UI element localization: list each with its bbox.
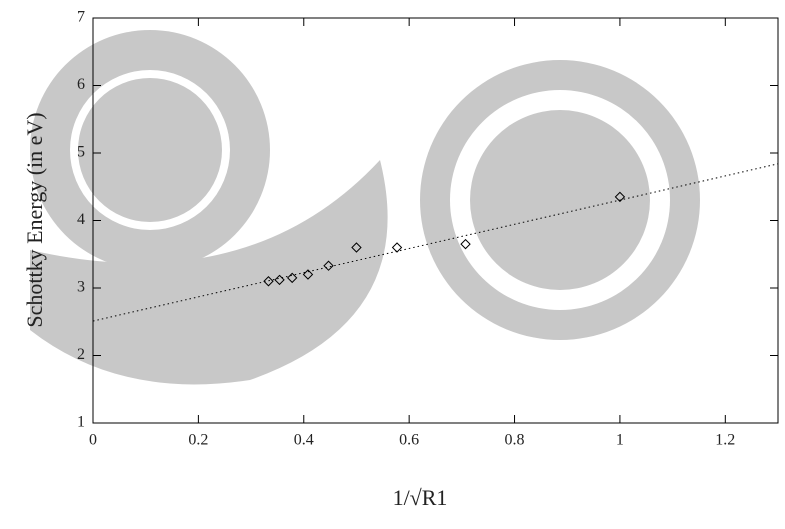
watermark-circle <box>78 78 222 222</box>
y-tick-label: 1 <box>77 414 85 431</box>
y-axis-label: Schottky Energy (in eV) <box>22 112 47 327</box>
x-tick-label: 1 <box>616 432 624 449</box>
data-point <box>614 191 626 203</box>
data-point <box>302 269 314 280</box>
x-tick-label: 1.2 <box>715 432 735 449</box>
data-point <box>286 272 298 284</box>
data-point <box>274 274 285 286</box>
data-point <box>391 242 403 253</box>
y-tick-label: 6 <box>77 76 85 93</box>
y-tick-label: 2 <box>77 346 85 363</box>
y-tick-label: 5 <box>77 144 85 161</box>
y-tick-label: 4 <box>77 211 85 228</box>
watermark <box>30 30 700 385</box>
y-tick-label: 7 <box>77 9 85 26</box>
data-point <box>351 242 362 253</box>
x-tick-label: 0.6 <box>399 432 419 449</box>
y-tick-label: 3 <box>77 279 85 296</box>
x-tick-label: 0.8 <box>505 432 525 449</box>
fit-line <box>92 163 779 322</box>
watermark-circle <box>470 110 650 290</box>
x-tick-label: 0.4 <box>294 432 314 449</box>
watermark-shape <box>30 160 388 385</box>
x-tick-label: 0.2 <box>188 432 208 449</box>
x-axis-label: 1/√R1 <box>393 485 448 510</box>
data-point <box>263 276 274 287</box>
x-tick-label: 0 <box>89 432 97 449</box>
data-point <box>460 238 471 250</box>
data-point <box>323 260 334 271</box>
